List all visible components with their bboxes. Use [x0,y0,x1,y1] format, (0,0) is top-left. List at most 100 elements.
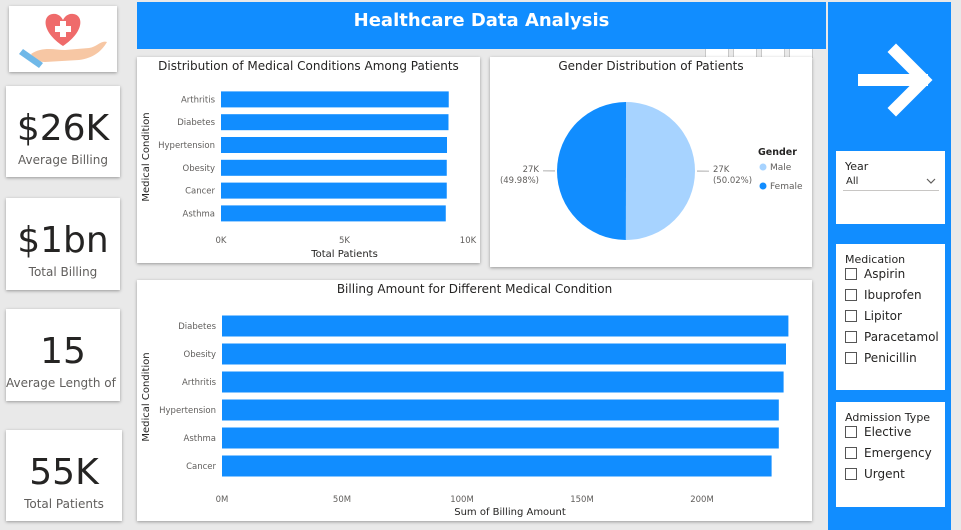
checkbox[interactable] [845,289,857,301]
slicer-title: Medication [845,253,906,266]
bar [222,315,789,337]
admission-option-elective[interactable]: Elective [845,424,911,440]
slicer-title: Year [845,160,869,173]
kpi-average-length-of-stay: 15 Average Length of ... [6,309,120,401]
option-label: Elective [864,425,912,439]
bar [221,137,448,153]
x-axis-label: Total Patients [310,249,378,260]
chevron-down-icon [926,178,936,184]
chart-gender-card: Gender Distribution of Patients 27K (50.0… [490,57,812,267]
kpi-average-billing: $26K Average Billing [6,86,120,177]
checkbox[interactable] [845,468,857,480]
y-axis-label: Medical Condition [141,352,152,441]
legend-marker [759,163,767,171]
category-label: Arthritis [182,378,217,388]
legend-label: Female [770,182,803,192]
checkbox[interactable] [845,310,857,322]
kpi-label: Total Billing [28,265,98,279]
legend-title: Gender [758,147,797,158]
option-label: Urgent [864,467,905,481]
chart-conditions-card: Distribution of Medical Conditions Among… [137,57,480,263]
category-label: Cancer [186,462,216,472]
year-dropdown-value: All [846,175,859,187]
category-label: Asthma [184,434,216,444]
medication-option-lipitor[interactable]: Lipitor [845,308,902,324]
tick-label: 0M [216,495,229,505]
medication-option-paracetamol[interactable]: Paracetamol [845,329,939,345]
option-label: Penicillin [864,351,917,365]
bar [221,159,447,176]
data-label-percent: (49.98%) [500,176,539,186]
chart-title: Billing Amount for Different Medical Con… [336,282,613,296]
option-label: Aspirin [864,267,906,281]
checkbox[interactable] [845,447,857,459]
conditions-bar-chart: Arthritis Diabetes Hypertension Obesity Canc… [141,91,477,260]
kpi-value: $26K [16,108,110,149]
bar [222,343,786,365]
legend-marker [759,182,767,190]
medication-slicer: Medication Aspirin Ibuprofen Lipitor Par… [836,244,945,390]
right-panel: Year All Medication Aspirin Ibuprofen Li… [828,2,951,530]
tick-label: 150M [570,495,594,505]
kpi-total-patients: 55K Total Patients [6,430,122,521]
bar [221,182,447,199]
tick-label: 50M [333,495,351,505]
admission-option-urgent[interactable]: Urgent [845,466,905,482]
category-label: Diabetes [177,118,215,128]
data-label-percent: (50.02%) [713,176,752,186]
header-banner: Healthcare Data Analysis [137,2,826,49]
option-label: Ibuprofen [864,288,922,302]
medication-option-penicillin[interactable]: Penicillin [845,350,917,366]
category-label: Cancer [185,187,215,197]
kpi-label: Average Billing [18,153,108,167]
y-axis-label: Medical Condition [141,112,152,201]
chart-title: Gender Distribution of Patients [558,59,744,73]
pie-slice-female [557,102,626,240]
arrow-right-icon[interactable] [856,40,936,120]
tick-label: 0K [216,236,227,246]
checkbox[interactable] [845,268,857,280]
category-label: Hypertension [159,406,216,416]
checkbox[interactable] [845,331,857,343]
category-label: Arthritis [181,95,216,105]
option-label: Paracetamol [864,330,939,344]
kpi-value: 55K [29,452,99,493]
bar [222,371,784,393]
year-dropdown[interactable]: All [843,172,939,191]
kpi-label: Total Patients [24,497,104,511]
bar [221,91,449,108]
category-label: Asthma [183,209,215,219]
option-label: Lipitor [864,309,902,323]
billing-bar-chart: Diabetes Obesity Arthritis Hypertension Asth… [141,315,789,518]
chart-title: Distribution of Medical Conditions Among… [158,59,459,73]
admission-option-emergency[interactable]: Emergency [845,445,932,461]
heart-hand-care-icon [19,13,107,68]
legend-label: Male [770,163,792,173]
tick-label: 200M [690,495,714,505]
data-label-value: 27K [523,165,540,175]
checkbox[interactable] [845,352,857,364]
kpi-label: Average Length of ... [6,376,120,390]
x-axis-label: Sum of Billing Amount [454,507,566,518]
checkbox[interactable] [845,426,857,438]
medication-option-ibuprofen[interactable]: Ibuprofen [845,287,922,303]
category-label: Diabetes [178,322,216,332]
tick-label: 10K [460,236,477,246]
bar [221,205,446,222]
year-slicer: Year All [836,151,945,224]
page-title: Healthcare Data Analysis [353,10,610,31]
option-label: Emergency [864,446,932,460]
tick-label: 5K [339,236,350,246]
slicer-title: Admission Type [845,411,931,424]
bar [222,399,779,421]
medication-option-aspirin[interactable]: Aspirin [845,266,905,282]
kpi-total-billing: $1bn Total Billing [6,198,120,290]
tick-label: 100M [450,495,474,505]
category-label: Obesity [183,164,215,174]
data-label-value: 27K [713,165,730,175]
chart-billing-card: Billing Amount for Different Medical Con… [137,280,812,521]
logo-card [9,6,117,72]
bar [221,114,449,131]
pie-slice-male [625,102,696,241]
